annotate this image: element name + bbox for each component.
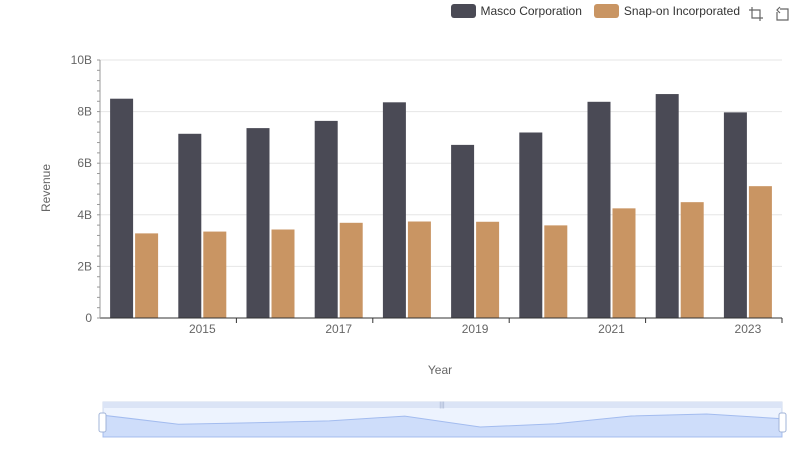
zoom-icon[interactable]	[748, 6, 764, 22]
bar-snapon[interactable]	[407, 221, 431, 318]
legend-swatch-snapon	[593, 4, 619, 18]
bar-snapon[interactable]	[476, 221, 500, 318]
zoom-top-bar[interactable]	[103, 402, 782, 408]
x-tick-label: 2019	[462, 322, 489, 336]
chart-toolbox	[748, 6, 790, 22]
bar-snapon[interactable]	[544, 225, 568, 318]
x-axis-title: Year	[428, 363, 452, 377]
bar-masco[interactable]	[519, 132, 543, 318]
bar-snapon[interactable]	[748, 186, 772, 318]
legend-label-masco: Masco Corporation	[480, 4, 582, 18]
zoom-selected-range[interactable]	[103, 408, 782, 437]
zoom-handle-right[interactable]	[778, 412, 787, 433]
bar-masco[interactable]	[587, 101, 611, 319]
chart-legend: Masco Corporation Snap-on Incorporated	[450, 4, 740, 18]
bar-snapon[interactable]	[203, 231, 227, 318]
y-axis-title: Revenue	[39, 164, 53, 212]
bar-masco[interactable]	[655, 94, 679, 318]
grid-lines	[100, 59, 782, 267]
bar-snapon[interactable]	[680, 202, 704, 318]
bar-snapon[interactable]	[135, 233, 159, 318]
bar-snapon[interactable]	[612, 208, 636, 318]
data-zoom-slider[interactable]: |||	[98, 401, 787, 438]
y-tick-label: 6B	[77, 156, 92, 170]
y-tick-label: 8B	[77, 105, 92, 119]
x-tick-label: 2023	[735, 322, 762, 336]
legend-item-snapon[interactable]: Snap-on Incorporated	[593, 4, 740, 18]
bar-masco[interactable]	[110, 98, 134, 318]
bars-group	[110, 94, 772, 319]
bar-masco[interactable]	[314, 120, 338, 318]
bar-masco[interactable]	[723, 112, 747, 319]
y-axis-ticks: 0 2B 4B 6B 8B 10B	[71, 53, 101, 325]
bar-snapon[interactable]	[271, 229, 295, 318]
zoom-drag-grip-icon[interactable]: |||	[439, 402, 445, 409]
bar-masco[interactable]	[178, 133, 202, 318]
bar-masco[interactable]	[382, 102, 406, 318]
x-tick-label: 2015	[189, 322, 216, 336]
y-tick-label: 2B	[77, 259, 92, 273]
bar-snapon[interactable]	[339, 222, 363, 318]
legend-item-masco[interactable]: Masco Corporation	[450, 4, 582, 18]
bar-masco[interactable]	[246, 128, 270, 318]
x-tick-label: 2021	[598, 322, 625, 336]
legend-swatch-masco	[450, 4, 476, 18]
x-axis-ticks: 2015 2017 2019 2021 2023	[189, 318, 783, 336]
restore-icon[interactable]	[774, 6, 790, 22]
x-tick-label: 2017	[325, 322, 352, 336]
y-tick-label: 0	[85, 311, 92, 325]
y-tick-label: 4B	[77, 208, 92, 222]
y-tick-label: 10B	[71, 53, 92, 67]
legend-label-snapon: Snap-on Incorporated	[623, 4, 740, 18]
bar-masco[interactable]	[451, 144, 475, 318]
zoom-handle-left[interactable]	[98, 412, 107, 433]
